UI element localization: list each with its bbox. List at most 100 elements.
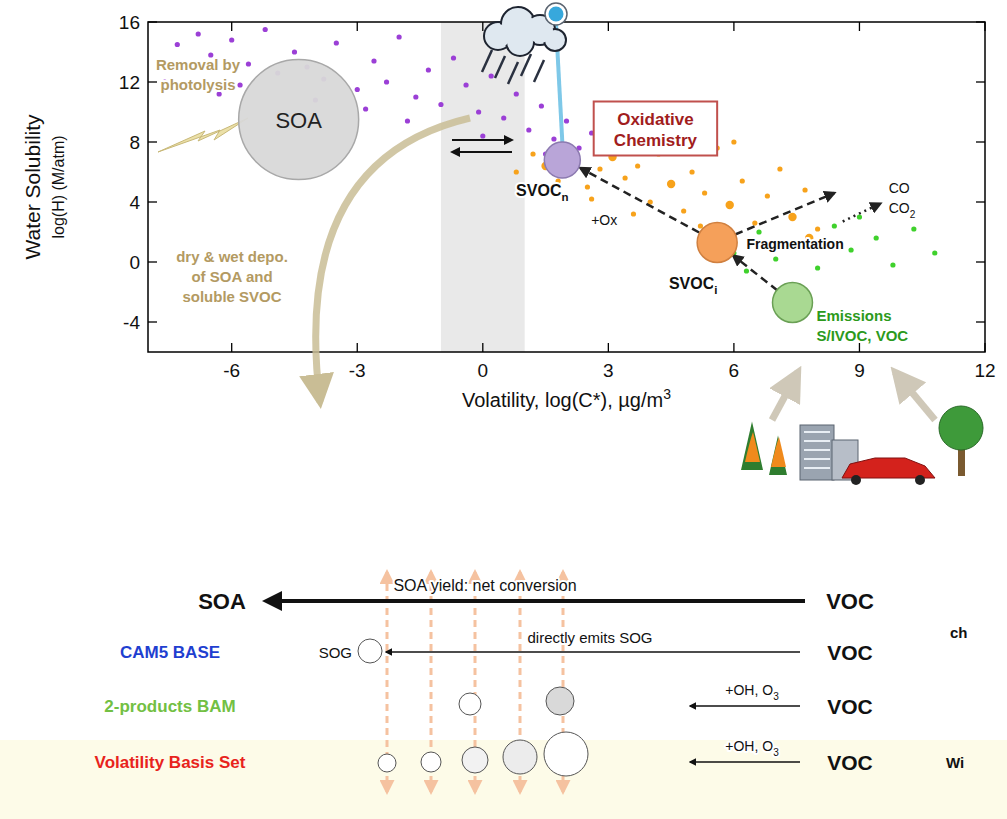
pathway-arrow xyxy=(580,168,699,233)
point xyxy=(667,180,675,188)
windows xyxy=(804,467,830,469)
y-tick xyxy=(148,21,157,22)
label: photolysis xyxy=(160,76,235,93)
point xyxy=(514,91,519,96)
point xyxy=(405,118,410,123)
point xyxy=(890,262,895,267)
point xyxy=(334,40,339,45)
label: 2-products BAM xyxy=(104,697,235,716)
label: CAM5 BASE xyxy=(120,643,220,662)
label: +OH, O3 xyxy=(725,738,779,758)
droplet xyxy=(549,7,564,22)
pathway-arrow xyxy=(733,256,777,291)
point xyxy=(681,208,686,213)
point xyxy=(756,229,761,234)
point xyxy=(175,42,180,47)
yield-arrow xyxy=(266,599,805,603)
point xyxy=(815,226,820,231)
rain xyxy=(508,62,518,84)
x-tick xyxy=(231,343,232,352)
figure: -6-3036912-40481216Volatility, log(C*), … xyxy=(0,0,1007,819)
label: Chemistry xyxy=(614,131,698,150)
point xyxy=(263,27,268,32)
tree xyxy=(769,435,787,475)
subscript: 2 xyxy=(910,209,916,220)
point xyxy=(451,55,456,60)
label: SOA xyxy=(198,589,246,614)
point xyxy=(777,166,782,171)
x-tick-label: 12 xyxy=(974,360,995,381)
point xyxy=(731,139,736,144)
x-tick-label: 6 xyxy=(729,360,740,381)
point xyxy=(802,187,807,192)
pathway-arrow xyxy=(843,204,881,222)
point xyxy=(384,79,389,84)
y-tick xyxy=(976,321,985,322)
droplet-ring xyxy=(545,3,567,25)
point xyxy=(832,223,837,228)
label: CO xyxy=(889,180,910,196)
label: +Ox xyxy=(591,212,617,228)
point xyxy=(526,127,531,132)
label: SVOCi xyxy=(669,275,718,296)
product-bubble xyxy=(459,693,481,715)
point xyxy=(752,220,757,225)
x-tick xyxy=(733,343,734,352)
label: Emissions xyxy=(816,307,891,324)
label: VOC xyxy=(827,695,873,718)
label: Oxidative xyxy=(617,110,694,129)
label: VOC xyxy=(827,751,873,774)
point xyxy=(489,73,494,78)
car xyxy=(842,458,935,478)
cloud-fill xyxy=(508,30,532,54)
label: ch xyxy=(950,624,968,641)
point xyxy=(585,184,590,189)
plot-frame xyxy=(148,22,985,352)
label-text: +OH, O xyxy=(725,738,773,754)
subscript: 3 xyxy=(773,747,779,758)
exchange-arrow xyxy=(452,151,512,153)
x-tick-label: -3 xyxy=(349,360,366,381)
label-text: SVOC xyxy=(516,182,562,199)
point xyxy=(740,178,745,183)
svoc-n-bubble xyxy=(544,142,580,178)
x-tick xyxy=(231,22,232,31)
y-tick-label: 12 xyxy=(119,72,140,93)
x-tick xyxy=(859,22,860,31)
point xyxy=(911,226,916,231)
crown xyxy=(939,406,983,450)
product-bubble xyxy=(546,687,574,715)
x-tick-label: -6 xyxy=(223,360,240,381)
rain xyxy=(521,54,531,76)
point xyxy=(589,196,594,201)
point xyxy=(292,49,297,54)
flame xyxy=(745,432,760,462)
point xyxy=(635,163,640,168)
point xyxy=(848,247,853,252)
x-tick xyxy=(608,343,609,352)
label-text: SVOC xyxy=(669,275,715,292)
subscript: 3 xyxy=(773,691,779,702)
superscript: 3 xyxy=(663,386,671,402)
label: Fragmentation xyxy=(746,236,843,252)
source-arrow xyxy=(895,372,935,420)
label: directly emits SOG xyxy=(527,629,652,646)
soa-bubble xyxy=(239,60,359,180)
point xyxy=(237,82,242,87)
point xyxy=(371,58,376,63)
y-tick-label: 0 xyxy=(129,252,140,273)
x-axis-title: Volatility, log(C*), µg/m3 xyxy=(462,386,671,411)
point xyxy=(744,268,749,273)
building xyxy=(800,425,834,480)
svoc-i-bubble xyxy=(697,223,737,263)
point xyxy=(363,106,368,111)
y-axis-units: log(H) (M/atm) xyxy=(50,135,67,238)
exchange-arrow xyxy=(452,139,512,141)
y-tick xyxy=(148,201,157,202)
x-tick-label: 9 xyxy=(854,360,865,381)
point xyxy=(597,166,602,171)
point xyxy=(438,102,443,107)
label: dry & wet depo. xyxy=(176,248,288,265)
windows xyxy=(804,431,830,433)
point xyxy=(229,37,234,42)
